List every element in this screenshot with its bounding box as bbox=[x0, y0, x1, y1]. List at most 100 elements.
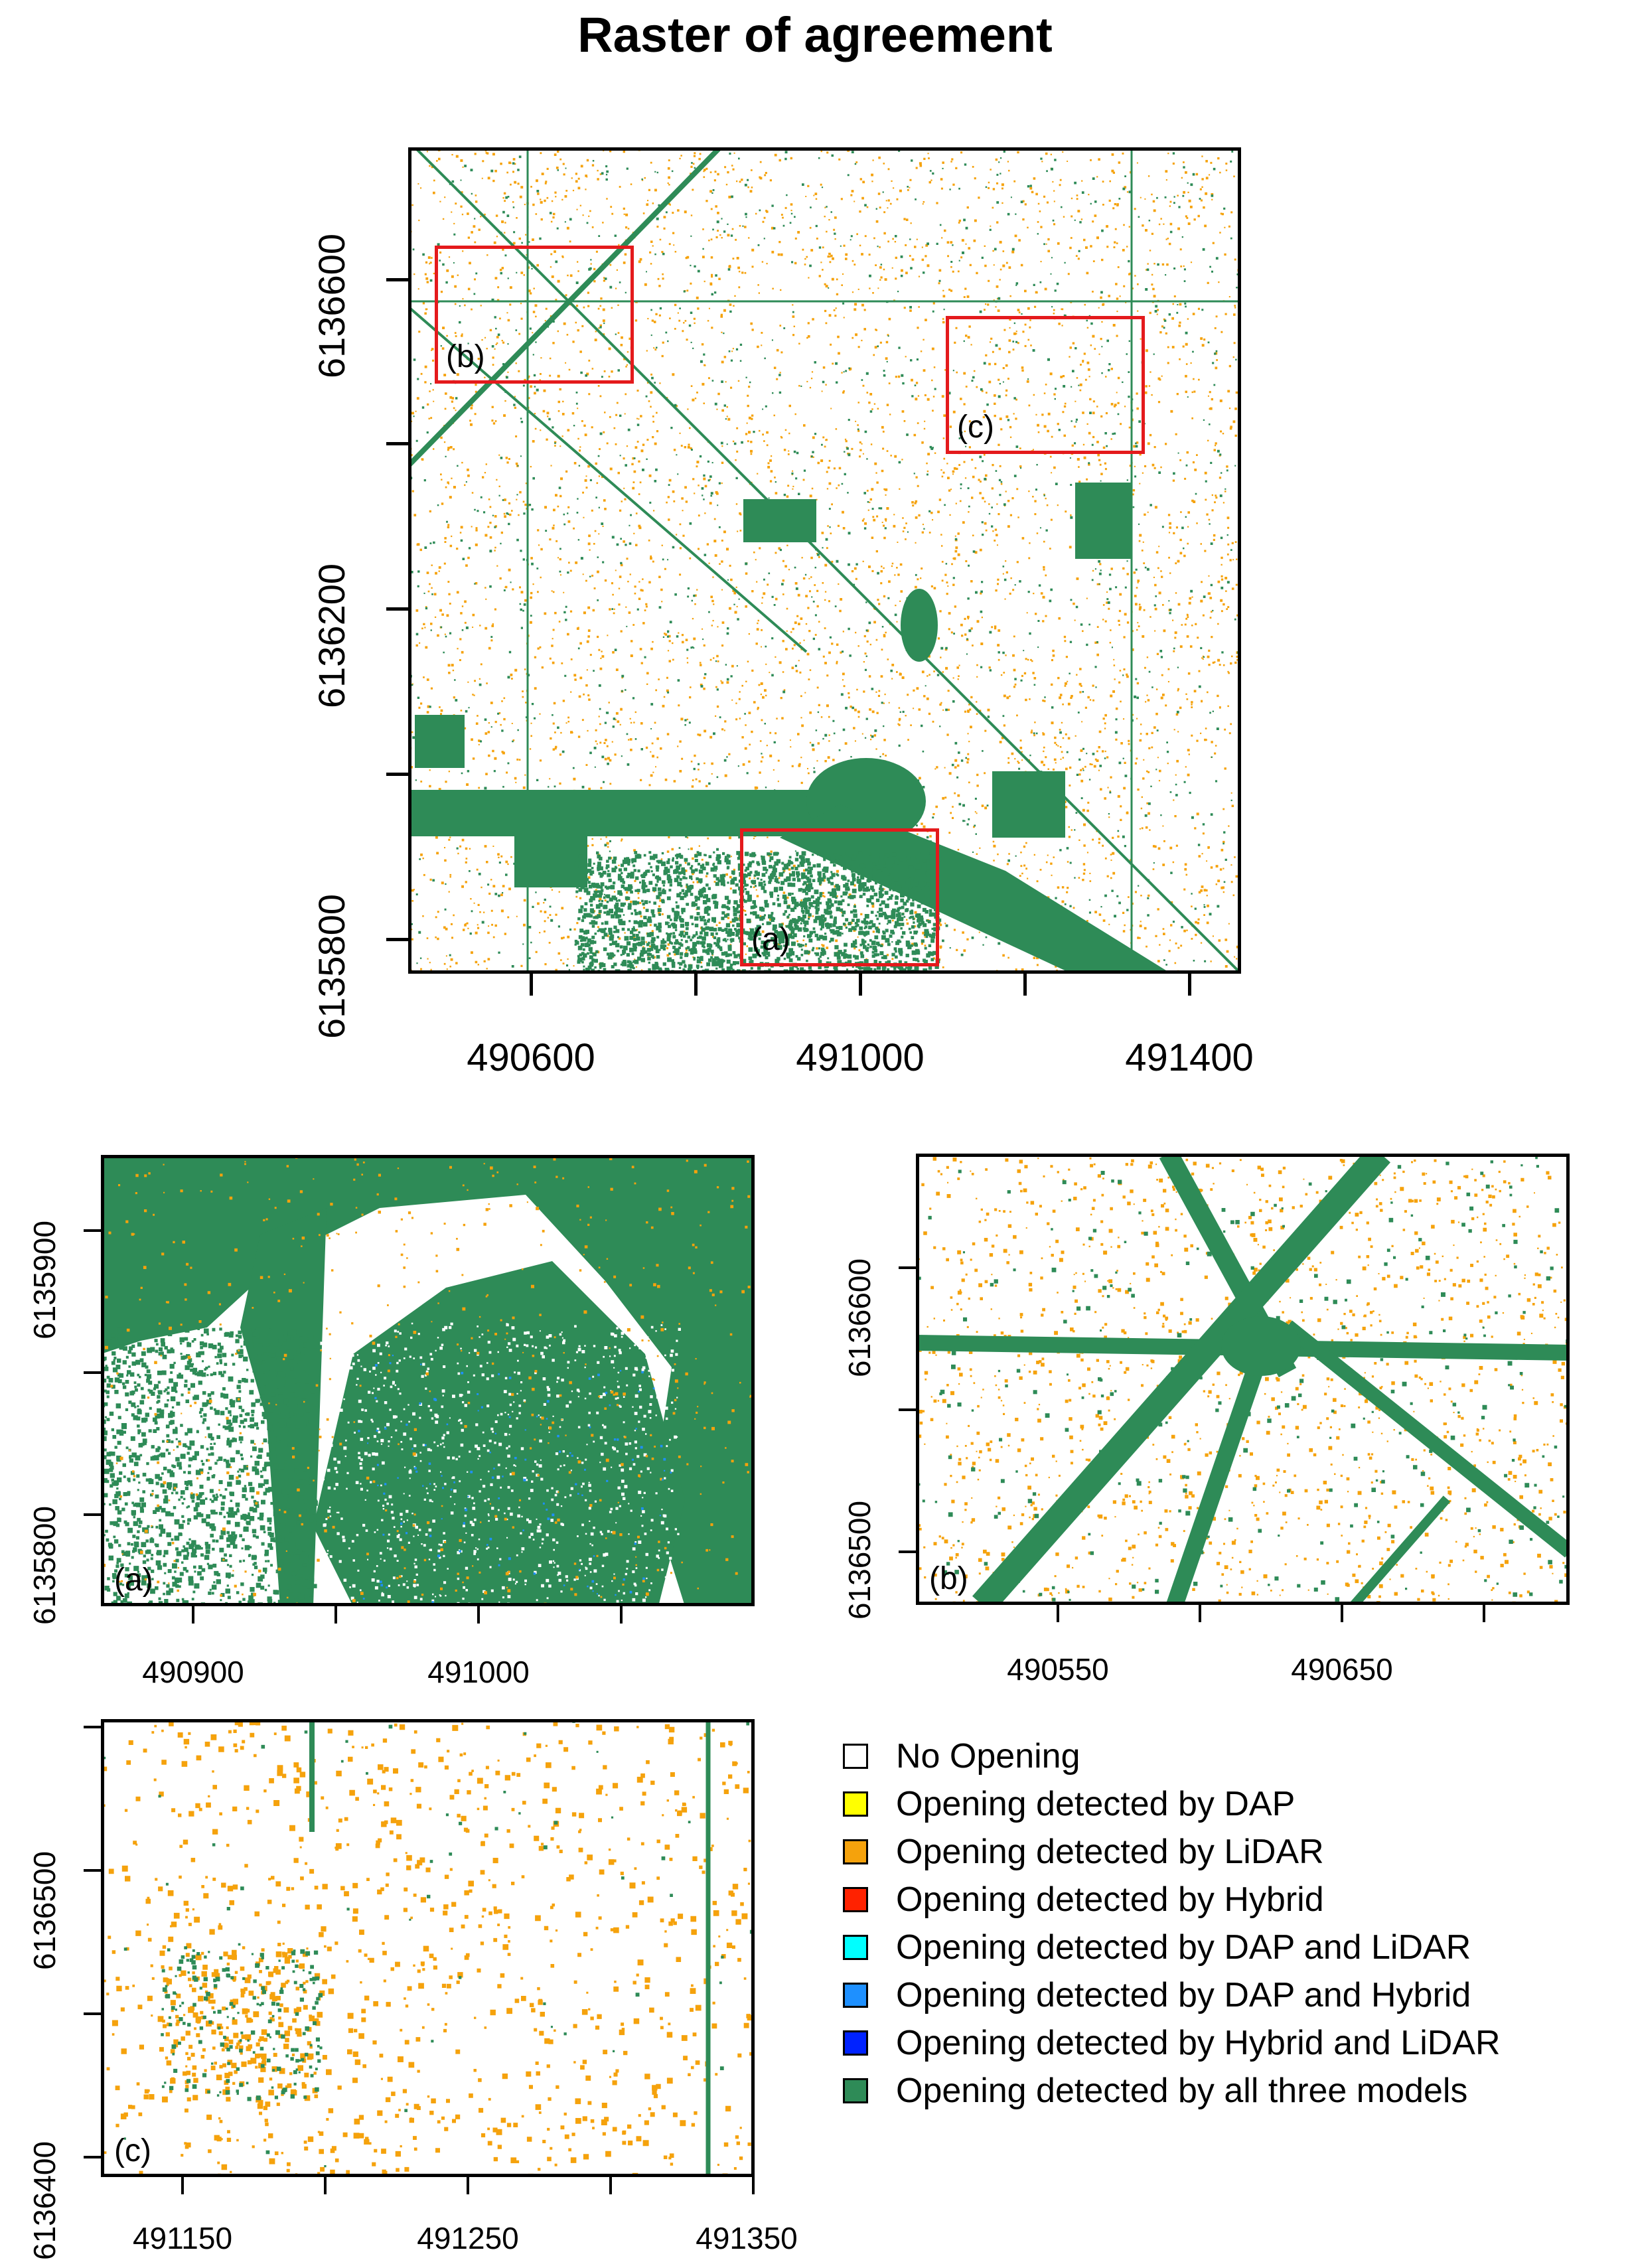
panel-c-label: (c) bbox=[114, 2133, 151, 2168]
panel-c-x-tick bbox=[609, 2177, 612, 2194]
legend-swatch bbox=[843, 1887, 868, 1912]
legend-label: No Opening bbox=[896, 1737, 1080, 1776]
panel-c-x-tick bbox=[324, 2177, 327, 2194]
no-opening-speckle bbox=[320, 1321, 681, 1606]
legend: No Opening Opening detected by DAP Opening… bbox=[843, 1732, 1501, 2115]
panel-a-y-tick bbox=[84, 1229, 101, 1232]
panel-b-label: (b) bbox=[929, 1561, 968, 1596]
panel-c-x-tick bbox=[467, 2177, 469, 2194]
panel-b-map: (b) bbox=[916, 1154, 1570, 1605]
cleared-area bbox=[1075, 483, 1132, 559]
panel-a-x-tick bbox=[192, 1606, 194, 1624]
panel-a-y-tick bbox=[84, 1371, 101, 1374]
main-y-tick bbox=[386, 607, 408, 611]
panel-a-x-tick bbox=[334, 1606, 337, 1624]
cleared-area bbox=[240, 1208, 327, 1606]
panel-b-y-label: 6136500 bbox=[842, 1500, 877, 1620]
legend-item: Opening detected by LiDAR bbox=[843, 1828, 1501, 1876]
main-y-tick bbox=[386, 278, 408, 281]
panel-c-y-label: 6136400 bbox=[27, 2141, 62, 2260]
main-x-label: 491400 bbox=[1125, 1036, 1254, 1079]
inset-box-b[interactable]: (b) bbox=[435, 246, 634, 384]
inset-label-b: (b) bbox=[446, 339, 485, 374]
lidar-speckle bbox=[102, 1719, 755, 2177]
agreement-speckle bbox=[103, 1720, 755, 2177]
main-y-label: 6135800 bbox=[311, 893, 352, 1039]
panel-a-label: (a) bbox=[114, 1562, 153, 1598]
legend-label: Opening detected by DAP and Hybrid bbox=[896, 1976, 1471, 2014]
legend-item: Opening detected by Hybrid and LiDAR bbox=[843, 2019, 1501, 2067]
main-x-label: 490600 bbox=[467, 1036, 595, 1079]
legend-label: Opening detected by LiDAR bbox=[896, 1833, 1324, 1871]
cleared-area bbox=[415, 715, 465, 768]
panel-b-x-tick bbox=[1483, 1605, 1485, 1622]
panel-a-map: (a) bbox=[101, 1155, 755, 1606]
legend-label: Opening detected by DAP bbox=[896, 1785, 1296, 1823]
main-x-label: 491000 bbox=[796, 1036, 925, 1079]
panel-c-y-tick bbox=[84, 2012, 101, 2015]
panel-c-map: (c) bbox=[101, 1719, 755, 2177]
agreement-speckle bbox=[101, 1327, 318, 1606]
panel-c-y-label: 6136500 bbox=[27, 1851, 62, 1970]
main-raster-map bbox=[408, 147, 1241, 974]
panel-a-x-label: 490900 bbox=[142, 1655, 244, 1689]
panel-c-x-tick bbox=[181, 2177, 184, 2194]
linear-opening bbox=[413, 147, 1241, 974]
legend-label: Opening detected by Hybrid and LiDAR bbox=[896, 2024, 1501, 2062]
legend-item: Opening detected by DAP and Hybrid bbox=[843, 1971, 1501, 2019]
legend-label: Opening detected by DAP and LiDAR bbox=[896, 1928, 1471, 1967]
panel-a-y-label: 6135800 bbox=[27, 1505, 62, 1625]
main-y-tick bbox=[386, 938, 408, 941]
panel-b-x-label: 490550 bbox=[1007, 1652, 1109, 1687]
linear-opening bbox=[408, 147, 722, 468]
panel-b-x-tick bbox=[1199, 1605, 1201, 1622]
cleared-area bbox=[901, 589, 938, 662]
legend-item: Opening detected by all three models bbox=[843, 2067, 1501, 2115]
panel-c-x-label: 491150 bbox=[132, 2221, 233, 2255]
panel-c-x-label: 491350 bbox=[696, 2221, 798, 2255]
agreement-speckle bbox=[574, 851, 942, 974]
legend-item: Opening detected by DAP and LiDAR bbox=[843, 1924, 1501, 1971]
cleared-area bbox=[780, 804, 1171, 974]
lidar-speckle bbox=[161, 1945, 323, 2103]
cleared-area bbox=[992, 771, 1065, 838]
panel-c-y-tick bbox=[84, 1726, 101, 1728]
panel-b-y-tick bbox=[899, 1550, 916, 1553]
panel-c-y-tick bbox=[84, 2156, 101, 2158]
legend-item: No Opening bbox=[843, 1732, 1501, 1780]
cleared-area bbox=[743, 499, 816, 542]
panel-a-x-tick bbox=[620, 1606, 623, 1624]
main-x-tick bbox=[1023, 974, 1027, 996]
legend-swatch bbox=[843, 1791, 868, 1817]
panel-a-x-tick bbox=[477, 1606, 480, 1624]
panel-c-y-tick bbox=[84, 1869, 101, 1872]
main-x-tick bbox=[1188, 974, 1191, 996]
panel-b-y-label: 6136600 bbox=[842, 1258, 877, 1377]
inset-box-c[interactable]: (c) bbox=[946, 316, 1145, 454]
main-x-tick bbox=[530, 974, 533, 996]
legend-label: Opening detected by Hybrid bbox=[896, 1880, 1324, 1919]
legend-swatch bbox=[843, 1935, 868, 1960]
cleared-area bbox=[1221, 1316, 1301, 1376]
linear-opening bbox=[408, 305, 808, 653]
legend-swatch bbox=[843, 1839, 868, 1864]
legend-swatch bbox=[843, 1983, 868, 2008]
figure-title: Raster of agreement bbox=[577, 7, 1053, 62]
panel-b-y-tick bbox=[899, 1408, 916, 1411]
legend-swatch bbox=[843, 2030, 868, 2056]
linear-opening bbox=[972, 1154, 1390, 1605]
legend-swatch bbox=[843, 2078, 868, 2103]
panel-b-x-label: 490650 bbox=[1291, 1652, 1393, 1687]
main-y-label: 6136600 bbox=[311, 233, 352, 378]
panel-a-y-label: 6135900 bbox=[27, 1220, 62, 1339]
inset-label-c: (c) bbox=[957, 410, 994, 445]
linear-opening bbox=[1283, 1320, 1570, 1558]
inset-box-a[interactable]: (a) bbox=[740, 828, 939, 966]
linear-opening bbox=[1166, 1349, 1270, 1605]
panel-a-x-label: 491000 bbox=[427, 1655, 530, 1689]
legend-item: Opening detected by DAP bbox=[843, 1780, 1501, 1828]
panel-c-x-label: 491250 bbox=[417, 2221, 519, 2255]
panel-c-x-tick bbox=[752, 2177, 755, 2194]
panel-b-x-tick bbox=[1057, 1605, 1059, 1622]
main-y-label: 6136200 bbox=[311, 563, 352, 708]
